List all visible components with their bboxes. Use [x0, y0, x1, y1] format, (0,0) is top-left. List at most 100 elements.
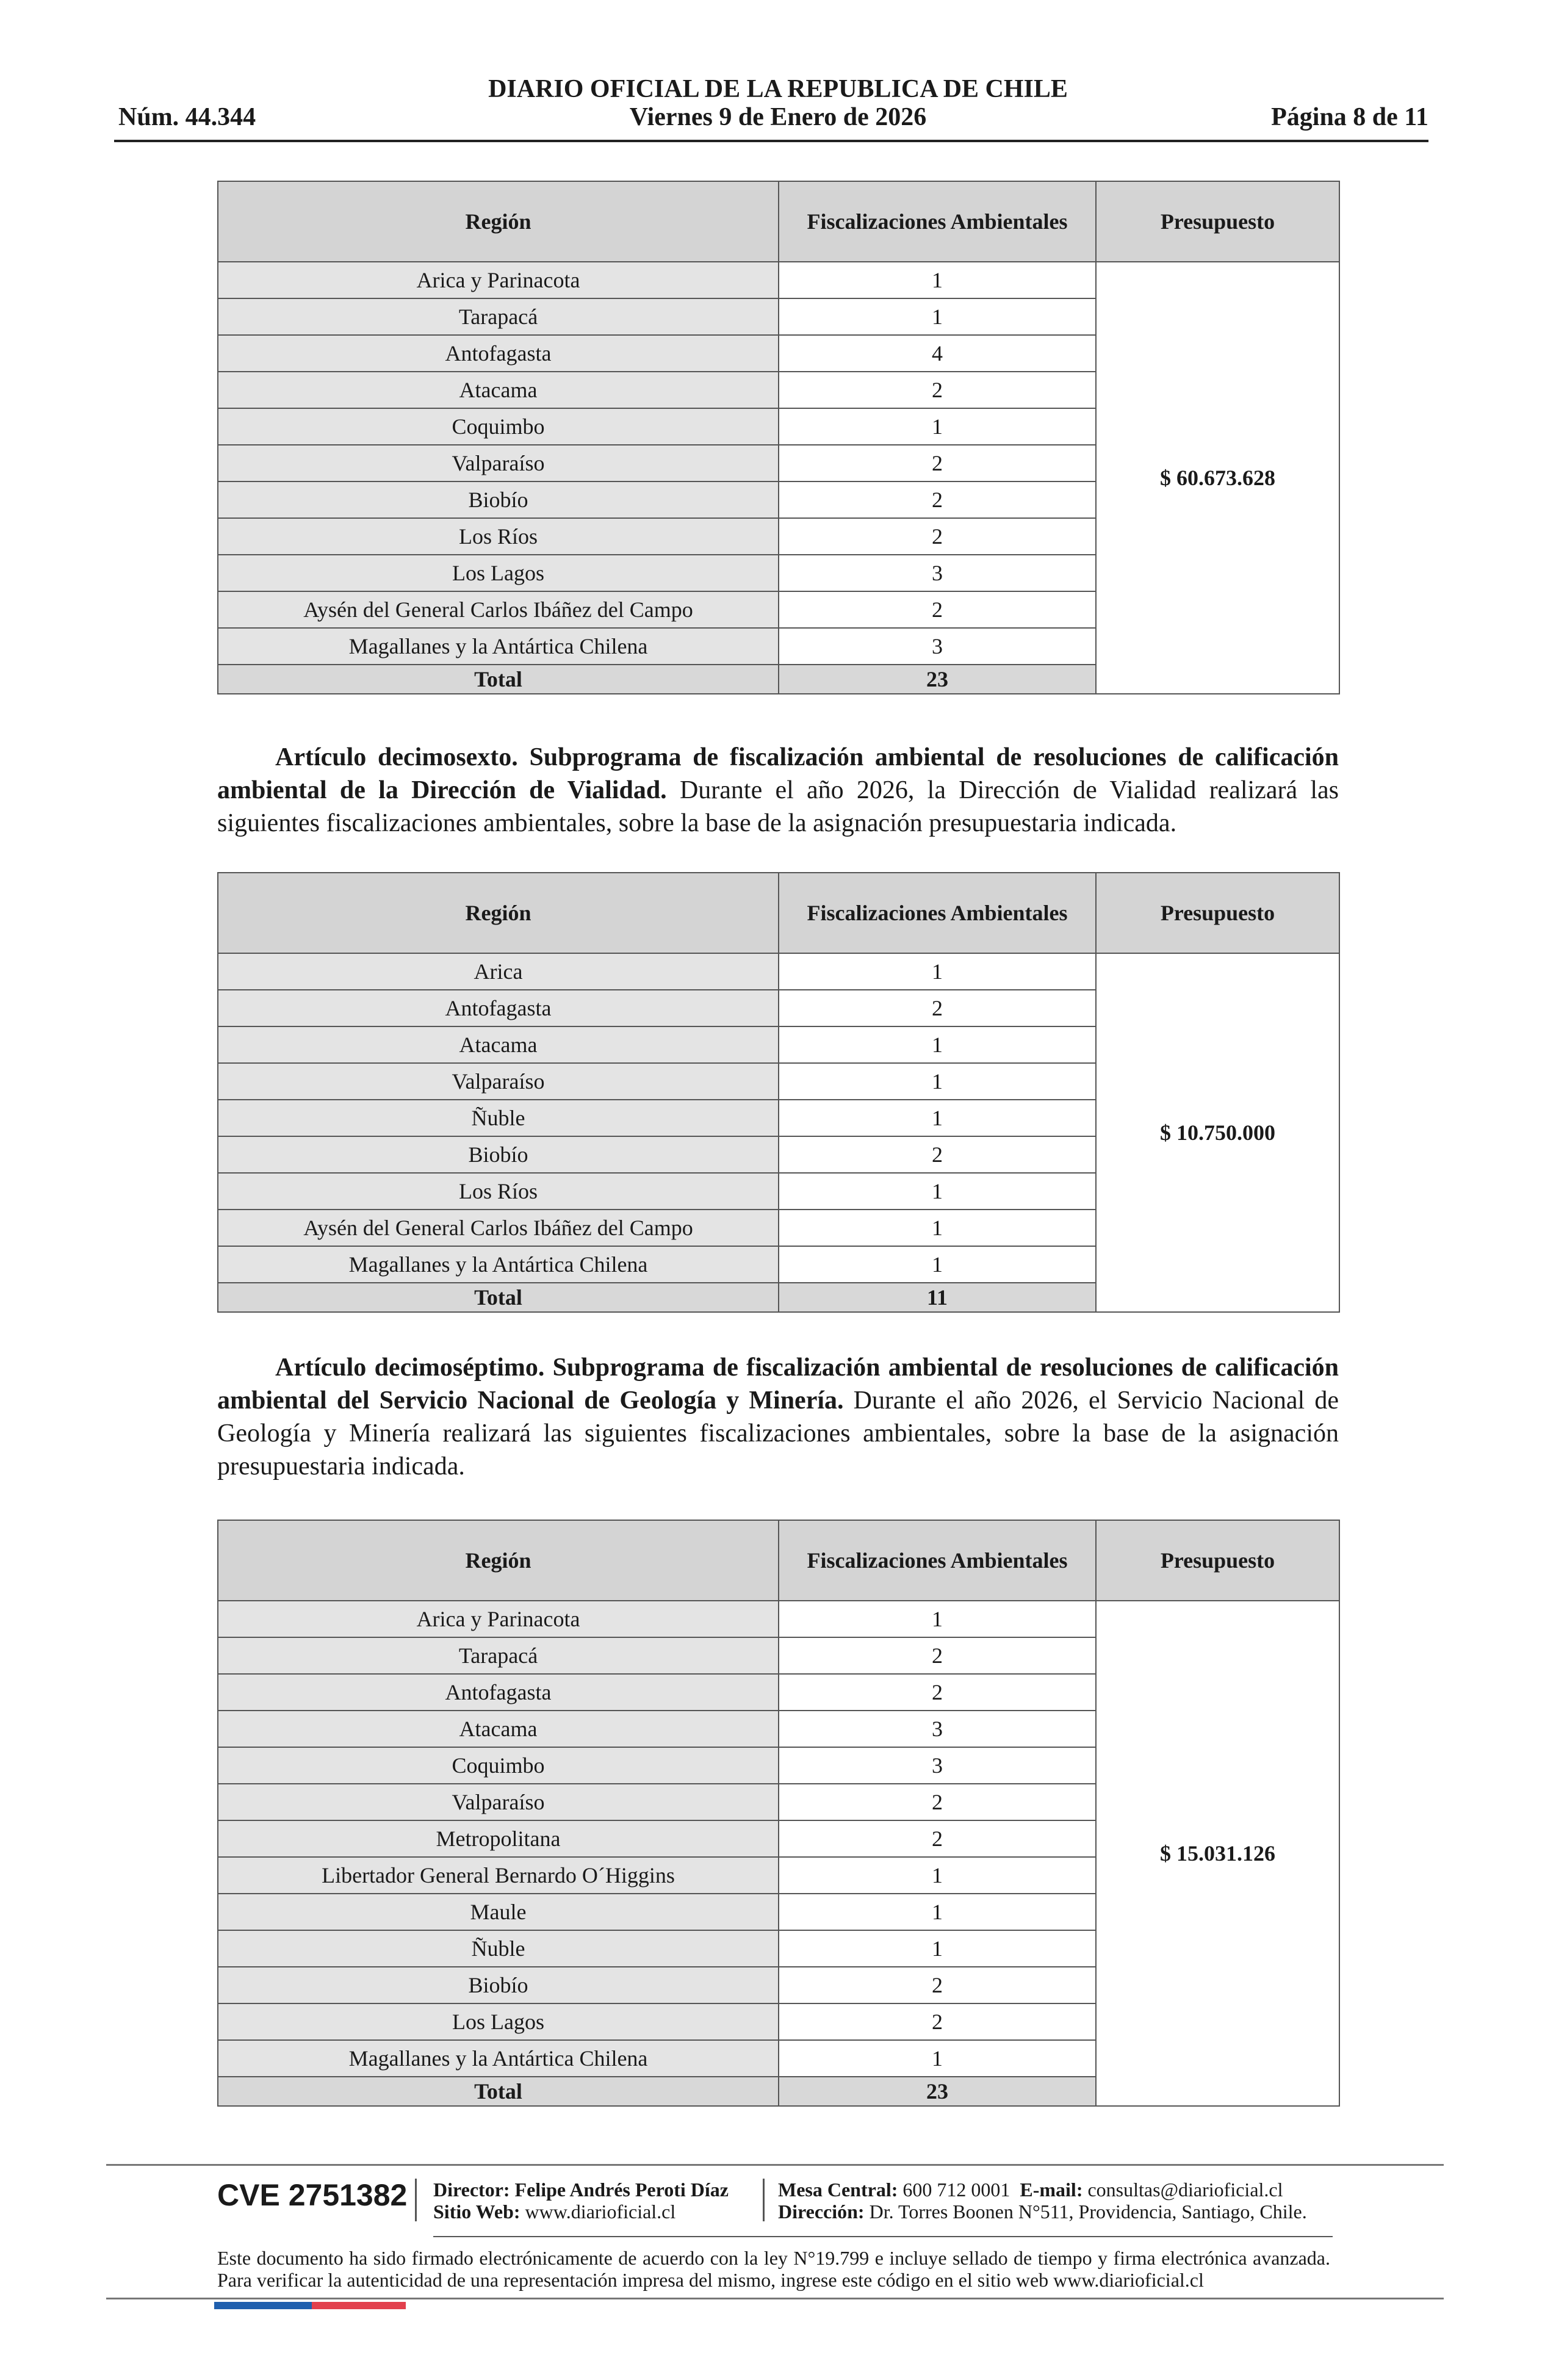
data-row: Biobío 2 — [217, 1136, 1339, 1174]
count-cell: 3 — [778, 554, 1097, 592]
region-cell: Aysén del General Carlos Ibáñez del Camp… — [217, 591, 779, 629]
column-header: Fiscalizaciones Ambientales — [778, 181, 1097, 262]
count-cell: 1 — [778, 1209, 1097, 1247]
budget-table: Región Fiscalizaciones Ambientales Presupu… — [217, 1520, 1340, 2107]
region-cell: Aysén del General Carlos Ibáñez del Camp… — [217, 1209, 779, 1247]
data-row: Biobío 2 — [217, 481, 1339, 519]
region-cell: Los Lagos — [217, 2003, 779, 2041]
region-cell: Arica y Parinacota — [217, 261, 779, 299]
column-header: Región — [217, 1520, 779, 1601]
budget-cell: $ 15.031.126 — [1095, 1600, 1340, 2107]
director-line: Director: Felipe Andrés Peroti Díaz — [433, 2179, 729, 2201]
total-label: Total — [217, 2076, 779, 2107]
address-label: Dirección: — [778, 2201, 865, 2223]
issue-date: Viernes 9 de Enero de 2026 — [629, 103, 927, 131]
count-cell: 2 — [778, 481, 1097, 519]
footer-divider — [763, 2179, 765, 2221]
email-label: E-mail: — [1020, 2179, 1083, 2201]
budget-table: Región Fiscalizaciones Ambientales Presupu… — [217, 181, 1340, 694]
budget-table: Región Fiscalizaciones Ambientales Presupu… — [217, 872, 1340, 1313]
data-row: Ñuble 1 — [217, 1099, 1339, 1137]
data-row: Arica y Parinacota 1 $ 60.673.628 — [217, 261, 1340, 694]
data-row: Atacama 2 — [217, 371, 1339, 409]
data-row: Maule 1 — [217, 1893, 1339, 1931]
count-cell: 1 — [778, 2039, 1097, 2077]
data-row: Valparaíso 2 — [217, 1783, 1339, 1821]
column-header: Fiscalizaciones Ambientales — [778, 872, 1097, 954]
count-cell: 1 — [778, 1026, 1097, 1064]
data-row: Arica y Parinacota 1 $ 15.031.126 — [217, 1600, 1340, 2107]
total-value: 23 — [778, 664, 1097, 694]
count-cell: 1 — [778, 1172, 1097, 1210]
web-label: Sitio Web: — [433, 2201, 520, 2223]
phone: 600 712 0001 — [902, 2179, 1010, 2201]
address-line: Dirección: Dr. Torres Boonen N°511, Prov… — [778, 2201, 1307, 2223]
column-header: Región — [217, 872, 779, 954]
cve-code: CVE 2751382 — [217, 2178, 408, 2212]
count-cell: 2 — [778, 371, 1097, 409]
data-row: Magallanes y la Antártica Chilena 1 — [217, 1246, 1339, 1283]
count-cell: 1 — [778, 408, 1097, 445]
footer-divider — [415, 2179, 417, 2221]
region-cell: Los Ríos — [217, 517, 779, 555]
count-cell: 2 — [778, 444, 1097, 482]
data-row: Biobío 2 — [217, 1966, 1339, 2004]
email[interactable]: consultas@diarioficial.cl — [1087, 2179, 1283, 2201]
total-row: Total 23 — [217, 2076, 1339, 2107]
web-line: Sitio Web: www.diarioficial.cl — [433, 2201, 675, 2223]
header-row: Región Fiscalizaciones Ambientales Presupu… — [217, 872, 1340, 954]
bottom-rule — [106, 2298, 1444, 2299]
header-row: Región Fiscalizaciones Ambientales Presupu… — [217, 181, 1340, 262]
region-cell: Magallanes y la Antártica Chilena — [217, 627, 779, 665]
data-row: Libertador General Bernardo O´Higgins 1 — [217, 1856, 1339, 1894]
data-row: Los Ríos 2 — [217, 517, 1339, 555]
count-cell: 3 — [778, 1747, 1097, 1784]
count-cell: 1 — [778, 298, 1097, 336]
data-row: Coquimbo 1 — [217, 408, 1339, 445]
column-header: Fiscalizaciones Ambientales — [778, 1520, 1097, 1601]
flag-stripe-red — [312, 2302, 406, 2309]
count-cell: 2 — [778, 2003, 1097, 2041]
region-cell: Magallanes y la Antártica Chilena — [217, 2039, 779, 2077]
data-row: Magallanes y la Antártica Chilena 3 — [217, 627, 1339, 665]
budget-cell: $ 60.673.628 — [1095, 261, 1340, 694]
region-cell: Los Ríos — [217, 1172, 779, 1210]
region-cell: Arica — [217, 953, 779, 990]
article-heading: Artículo decimoséptimo. Subprograma de f… — [217, 1354, 1339, 1415]
count-cell: 1 — [778, 1600, 1097, 1638]
region-cell: Coquimbo — [217, 408, 779, 445]
count-cell: 1 — [778, 1062, 1097, 1100]
total-value: 11 — [778, 1282, 1097, 1313]
column-header: Región — [217, 181, 779, 262]
data-row: Antofagasta 4 — [217, 334, 1339, 372]
region-cell: Coquimbo — [217, 1747, 779, 1784]
address: Dr. Torres Boonen N°511, Providencia, Sa… — [869, 2201, 1307, 2223]
data-row: Atacama 1 — [217, 1026, 1339, 1064]
header-rule — [114, 140, 1428, 142]
count-cell: 4 — [778, 334, 1097, 372]
count-cell: 1 — [778, 1856, 1097, 1894]
region-cell: Magallanes y la Antártica Chilena — [217, 1246, 779, 1283]
newspaper-title: DIARIO OFICIAL DE LA REPUBLICA DE CHILE — [488, 75, 1068, 103]
article-body: Durante el año 2026, el Servicio Naciona… — [217, 1387, 1339, 1480]
data-row: Antofagasta 2 — [217, 989, 1339, 1027]
total-row: Total 23 — [217, 664, 1339, 694]
count-cell: 3 — [778, 1710, 1097, 1748]
web-url[interactable]: www.diarioficial.cl — [525, 2201, 676, 2223]
region-cell: Arica y Parinacota — [217, 1600, 779, 1638]
budget-cell: $ 10.750.000 — [1095, 953, 1340, 1313]
region-cell: Biobío — [217, 481, 779, 519]
region-cell: Atacama — [217, 1710, 779, 1748]
count-cell: 2 — [778, 1783, 1097, 1821]
disclaimer: Este documento ha sido firmado electróni… — [217, 2247, 1330, 2291]
data-row: Tarapacá 2 — [217, 1637, 1339, 1675]
article-paragraph: Artículo decimosexto. Subprograma de fis… — [217, 741, 1339, 840]
data-row: Metropolitana 2 — [217, 1820, 1339, 1858]
region-cell: Ñuble — [217, 1099, 779, 1137]
count-cell: 1 — [778, 1246, 1097, 1283]
flag-stripe-blue — [214, 2302, 312, 2309]
region-cell: Ñuble — [217, 1930, 779, 1967]
footer-rule — [106, 2164, 1444, 2166]
data-row: Antofagasta 2 — [217, 1673, 1339, 1711]
